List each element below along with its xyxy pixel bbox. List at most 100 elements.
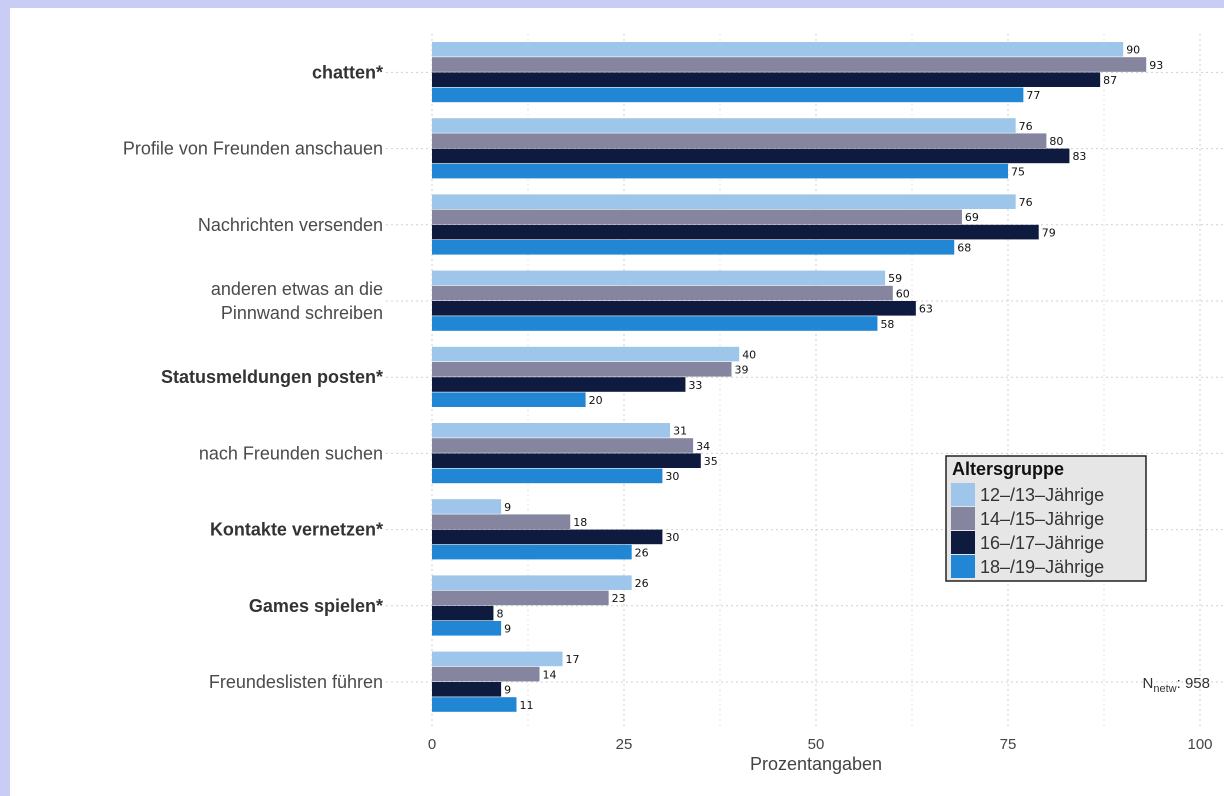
value-label: 35 (704, 455, 718, 468)
bar (432, 453, 701, 468)
bar (432, 499, 502, 514)
value-label: 30 (665, 470, 679, 483)
value-label: 9 (504, 501, 511, 514)
legend-label: 14–/15–Jährige (980, 509, 1104, 529)
bar (432, 438, 694, 453)
value-label: 14 (543, 668, 557, 681)
bar (432, 666, 540, 682)
x-tick-label: 50 (808, 736, 825, 753)
bar (432, 118, 1016, 133)
value-label: 69 (965, 211, 979, 224)
value-label: 33 (688, 379, 702, 392)
bar (432, 194, 1016, 209)
bar (432, 285, 893, 301)
bar (432, 72, 1101, 87)
legend-swatch (951, 531, 975, 554)
value-label: 17 (566, 653, 580, 666)
value-label: 63 (919, 303, 933, 316)
value-label: 76 (1019, 120, 1033, 133)
value-label: 26 (635, 546, 649, 559)
bar-chart: 9093877776808375766979685960635840393320… (123, 34, 1224, 774)
category-label: Profile von Freunden anschauen (123, 139, 383, 159)
value-label: 9 (504, 623, 511, 636)
x-tick-label: 0 (428, 736, 436, 753)
sample-size-symbol: N (1143, 675, 1154, 692)
bar (432, 590, 609, 606)
bar (432, 423, 671, 438)
sample-size-value: : 958 (1177, 675, 1210, 692)
category-label: Kontakte vernetzen* (210, 520, 383, 540)
chart-frame: 90 93 87 77 76 80 83 75 76 69 79 68 59 60 63 58 40 39 33 20… (10, 8, 1224, 796)
value-label: 68 (957, 242, 971, 255)
x-tick-label: 75 (1000, 736, 1017, 753)
bar (432, 468, 663, 484)
x-tick-label: 25 (616, 736, 633, 753)
bar (432, 316, 878, 331)
bar (432, 209, 962, 225)
value-label: 79 (1042, 226, 1056, 239)
bar (432, 544, 632, 560)
category-label: Pinnwand schreiben (221, 303, 383, 323)
x-tick-label: 100 (1187, 736, 1212, 753)
legend-label: 16–/17–Jährige (980, 533, 1104, 553)
category-label: nach Freunden suchen (199, 443, 383, 463)
bars (432, 42, 1147, 712)
value-label: 59 (888, 272, 902, 285)
category-label: Freundeslisten führen (209, 672, 383, 692)
bar (432, 392, 586, 407)
value-label: 26 (635, 577, 649, 590)
x-tick-labels: 0 25 50 75 100 (428, 736, 1213, 753)
bar (432, 240, 955, 255)
sample-size-note: Nnetw: 958 (1143, 675, 1210, 695)
value-label: 77 (1026, 89, 1040, 102)
bar (432, 682, 502, 697)
legend-label: 18–/19–Jährige (980, 557, 1104, 577)
bar (432, 301, 916, 316)
value-label: 90 (1126, 44, 1140, 57)
value-label: 39 (735, 364, 749, 377)
legend: Altersgruppe 12–/13–Jährige 14–/15–Jährig… (945, 455, 1147, 582)
category-label: Games spielen* (249, 596, 383, 616)
sample-size-subscript: netw (1153, 683, 1176, 695)
bar (432, 42, 1124, 57)
bar (432, 575, 632, 590)
bar (432, 148, 1070, 164)
value-label: 87 (1103, 74, 1117, 87)
legend-items: 12–/13–Jährige 14–/15–Jährige 16–/17–Jähri… (951, 483, 1104, 578)
bar (432, 224, 1039, 240)
value-label: 9 (504, 684, 511, 697)
category-labels: chatten* Profile von Freunden anschauen Na… (123, 62, 383, 692)
category-label: Statusmeldungen posten* (161, 367, 383, 387)
value-label: 80 (1049, 135, 1063, 148)
legend-title: Altersgruppe (952, 459, 1064, 479)
legend-swatch (951, 483, 975, 506)
category-label: chatten* (312, 62, 383, 82)
bar (432, 133, 1047, 148)
category-label: anderen etwas an die (211, 279, 383, 299)
bar (432, 605, 494, 621)
bar (432, 377, 686, 392)
value-label: 20 (589, 394, 603, 407)
bar (432, 346, 740, 362)
legend-box (945, 455, 1147, 582)
category-label: Nachrichten versenden (198, 215, 383, 235)
value-label: 76 (1019, 196, 1033, 209)
bar (432, 621, 502, 636)
legend-swatch (951, 555, 975, 578)
bar (432, 697, 517, 712)
value-label: 23 (612, 592, 626, 605)
bar (432, 514, 571, 529)
x-axis-label: Prozentangaben (750, 754, 882, 774)
bar (432, 87, 1024, 103)
bar (432, 270, 886, 286)
value-label: 8 (496, 607, 503, 620)
value-label: 75 (1011, 165, 1025, 178)
legend-swatch (951, 507, 975, 530)
value-labels: 90 93 87 77 76 80 83 75 76 69 79 68 59 60 63 58 40 39 33 20… (496, 44, 1163, 712)
bar (432, 362, 732, 377)
legend-label: 12–/13–Jährige (980, 485, 1104, 505)
value-label: 18 (573, 516, 587, 529)
bar (432, 651, 563, 667)
bar (432, 163, 1008, 179)
value-label: 93 (1149, 59, 1163, 72)
